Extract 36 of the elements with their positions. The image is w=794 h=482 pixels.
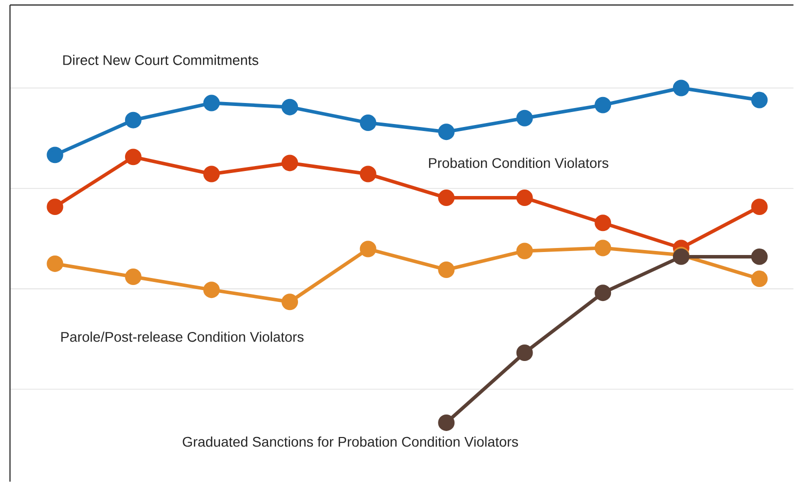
point [751, 198, 768, 215]
point [516, 110, 533, 126]
point [360, 114, 376, 131]
point [516, 344, 533, 361]
point [594, 214, 612, 232]
point [125, 268, 142, 285]
point [125, 148, 142, 166]
point [516, 189, 533, 206]
point [516, 242, 533, 260]
text: Graduated Sanctions for Probation Condition Violators [182, 436, 518, 447]
point [125, 112, 142, 128]
point [751, 248, 768, 265]
point [360, 240, 376, 258]
point [203, 166, 220, 182]
point [438, 123, 455, 140]
point [438, 414, 455, 431]
series-label: Parole/Post-release Condition Violators [61, 331, 304, 342]
point [594, 240, 612, 256]
point [46, 255, 64, 272]
point [46, 146, 64, 164]
point [672, 80, 690, 96]
point [282, 98, 298, 116]
point [751, 92, 768, 108]
point [282, 294, 298, 310]
point [203, 94, 220, 112]
series-label: Probation Condition Violators [429, 158, 608, 168]
point [438, 261, 455, 278]
point [438, 189, 455, 206]
point [594, 284, 612, 301]
point [594, 96, 612, 114]
point [360, 166, 376, 182]
point [282, 154, 298, 172]
text: Direct New Court Commitments [63, 54, 258, 65]
point [203, 281, 220, 298]
point [751, 270, 768, 287]
point [46, 198, 64, 215]
